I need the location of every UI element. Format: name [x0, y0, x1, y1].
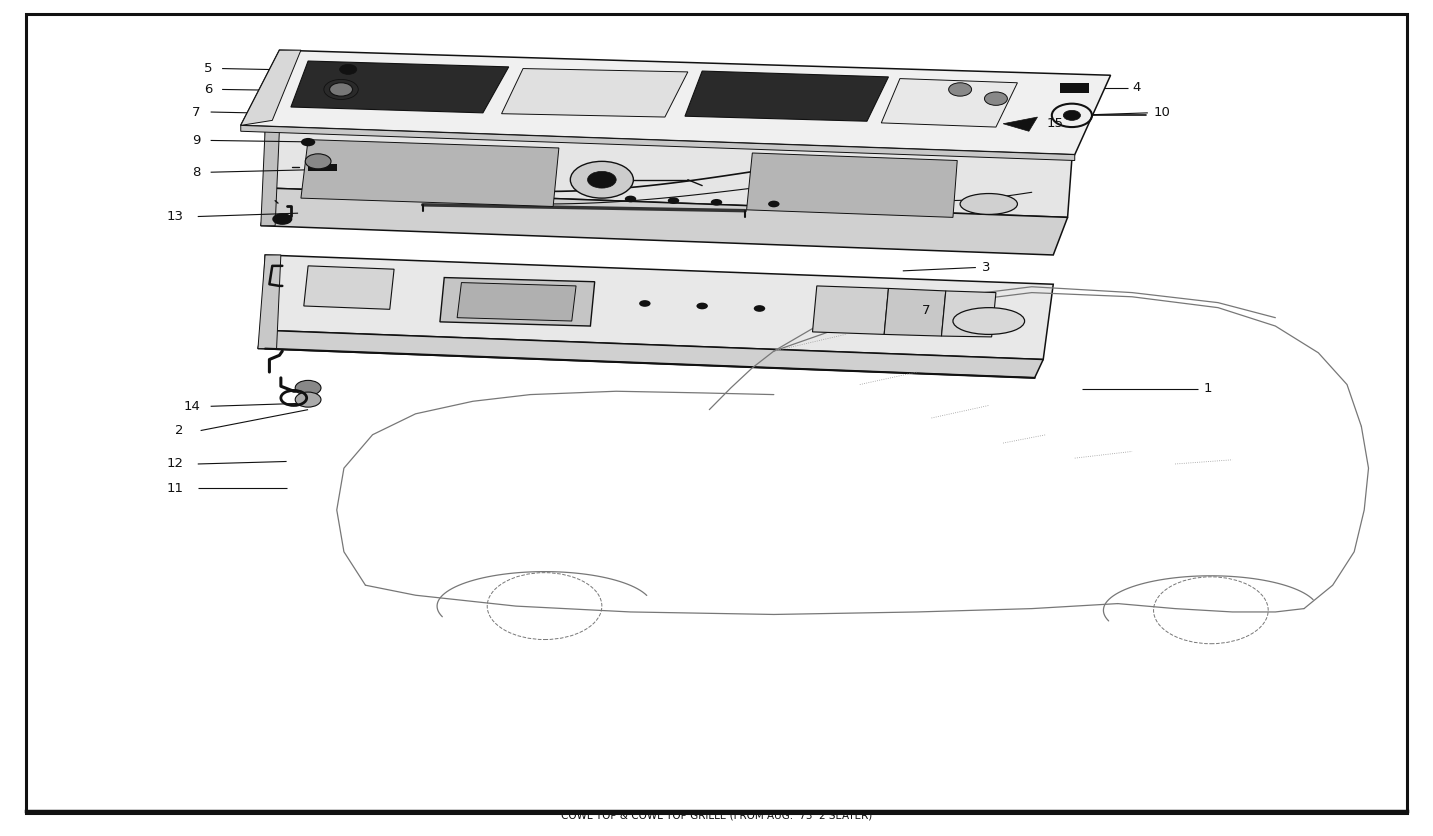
Polygon shape	[881, 79, 1017, 127]
Polygon shape	[258, 330, 1043, 378]
Circle shape	[768, 201, 780, 207]
Circle shape	[295, 380, 321, 395]
Text: 3: 3	[982, 261, 990, 274]
Ellipse shape	[960, 194, 1017, 215]
Polygon shape	[747, 153, 957, 217]
Circle shape	[696, 303, 708, 309]
Text: 1: 1	[1204, 382, 1212, 395]
Ellipse shape	[953, 308, 1025, 334]
Circle shape	[949, 83, 972, 96]
Circle shape	[625, 196, 636, 202]
Text: 12: 12	[166, 457, 183, 471]
Text: 7: 7	[192, 105, 201, 119]
Text: 4: 4	[1132, 81, 1141, 94]
Polygon shape	[941, 291, 996, 337]
Polygon shape	[241, 125, 1075, 161]
Polygon shape	[502, 69, 688, 117]
Text: 2: 2	[175, 424, 183, 437]
Text: 15: 15	[1046, 117, 1063, 130]
Polygon shape	[258, 255, 281, 349]
Polygon shape	[813, 286, 888, 334]
Polygon shape	[1003, 117, 1037, 131]
Circle shape	[295, 392, 321, 407]
Text: 6: 6	[203, 83, 212, 96]
Text: 10: 10	[1154, 106, 1171, 120]
Circle shape	[340, 64, 357, 74]
Bar	[308, 164, 337, 171]
Text: COWL TOP & COWL TOP GRILLE (FROM AUG. '73  2 SEATER): COWL TOP & COWL TOP GRILLE (FROM AUG. '7…	[560, 811, 873, 821]
Polygon shape	[241, 50, 301, 125]
Polygon shape	[261, 188, 1068, 255]
Text: 8: 8	[192, 166, 201, 179]
Circle shape	[711, 199, 722, 206]
Circle shape	[639, 300, 651, 307]
Circle shape	[754, 305, 765, 312]
Circle shape	[330, 83, 353, 96]
Polygon shape	[265, 130, 1072, 217]
Polygon shape	[261, 130, 279, 226]
Polygon shape	[241, 50, 1111, 155]
Polygon shape	[262, 255, 1053, 359]
Circle shape	[1063, 110, 1080, 120]
FancyBboxPatch shape	[26, 14, 1407, 813]
Circle shape	[984, 92, 1007, 105]
Circle shape	[588, 171, 616, 188]
Circle shape	[570, 161, 633, 198]
Circle shape	[668, 197, 679, 204]
Polygon shape	[291, 61, 509, 113]
Polygon shape	[457, 283, 576, 321]
Circle shape	[305, 154, 331, 169]
Bar	[1060, 83, 1089, 93]
Polygon shape	[304, 266, 394, 309]
Polygon shape	[884, 288, 946, 336]
Text: 5: 5	[203, 62, 212, 75]
Text: 13: 13	[166, 210, 183, 223]
Text: 14: 14	[183, 400, 201, 413]
Text: 11: 11	[166, 482, 183, 495]
Polygon shape	[685, 71, 888, 121]
Circle shape	[301, 138, 315, 146]
Polygon shape	[440, 278, 595, 326]
Circle shape	[272, 213, 292, 225]
Text: 9: 9	[192, 134, 201, 147]
Text: 7: 7	[921, 304, 930, 318]
Polygon shape	[301, 140, 559, 206]
